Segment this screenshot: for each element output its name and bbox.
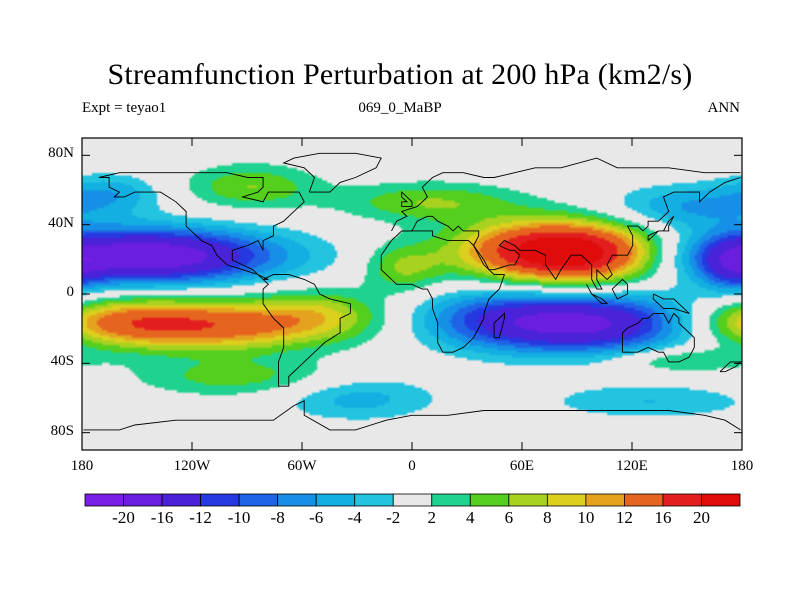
colorbar-label: 20 bbox=[692, 508, 710, 527]
x-tick-label: 0 bbox=[408, 458, 416, 474]
x-tick-label: 120E bbox=[616, 458, 648, 474]
colorbar-box bbox=[84, 493, 124, 507]
coastline-7 bbox=[83, 400, 741, 431]
chart-title: Streamfunction Perturbation at 200 hPa (… bbox=[107, 58, 693, 91]
colorbar-label: -12 bbox=[189, 508, 212, 527]
coastline-14 bbox=[719, 361, 742, 373]
x-tick-label: 180 bbox=[730, 458, 754, 474]
colorbar-box bbox=[624, 493, 664, 507]
colorbar-box bbox=[123, 493, 163, 507]
colorbar-label: 16 bbox=[654, 508, 672, 527]
colorbar-label: -8 bbox=[270, 508, 285, 527]
colorbar-label: -4 bbox=[347, 508, 362, 527]
coastline-3 bbox=[380, 230, 506, 353]
y-tick-label: 0 bbox=[66, 284, 75, 300]
x-tick-label: 180 bbox=[70, 458, 94, 474]
colorbar-box bbox=[662, 493, 702, 507]
coastline-1 bbox=[282, 152, 382, 193]
colorbar-box bbox=[315, 493, 356, 507]
case-label: 069_0_MaBP bbox=[358, 100, 442, 116]
coastline-6 bbox=[622, 312, 695, 363]
colorbar-box bbox=[238, 493, 279, 507]
y-tick-label: 80N bbox=[48, 145, 74, 162]
colorbar-label: 10 bbox=[577, 508, 595, 527]
colorbar-box bbox=[392, 493, 433, 507]
colorbar-label: -6 bbox=[309, 508, 324, 527]
coastline-5 bbox=[401, 177, 741, 290]
y-tick-label: 40N bbox=[48, 214, 74, 231]
coastline-12 bbox=[586, 284, 609, 305]
colorbar-label: 6 bbox=[504, 508, 514, 527]
colorbar-box bbox=[546, 493, 587, 507]
coastline-13 bbox=[652, 293, 690, 314]
colorbar-box bbox=[469, 493, 510, 507]
field-shading bbox=[82, 138, 742, 450]
colorbar-label: -16 bbox=[150, 508, 174, 527]
x-tick-label: 60W bbox=[287, 458, 317, 474]
colorbar-box bbox=[354, 493, 394, 507]
coastline-9 bbox=[647, 215, 675, 241]
coastline-10 bbox=[401, 191, 413, 208]
colorbar-label: -10 bbox=[227, 508, 251, 527]
x-tick-label: 60E bbox=[509, 458, 535, 474]
colorbar-box bbox=[200, 493, 240, 507]
colorbar-box bbox=[431, 493, 471, 507]
colorbar-label: -2 bbox=[386, 508, 401, 527]
colorbar-label: -20 bbox=[112, 508, 135, 527]
experiment-label: Expt = teyao1 bbox=[82, 100, 167, 116]
coastline-11 bbox=[611, 278, 629, 300]
colorbar-box bbox=[585, 493, 625, 507]
coastline-0 bbox=[98, 172, 305, 280]
y-tick-label: 40S bbox=[50, 353, 74, 370]
colorbar-box bbox=[161, 493, 201, 507]
colorbar-box bbox=[508, 493, 548, 507]
colorbar-box bbox=[701, 493, 741, 507]
coastline-4 bbox=[391, 157, 741, 232]
y-tick-label: 80S bbox=[50, 422, 74, 439]
coastline-8 bbox=[493, 312, 505, 339]
x-tick-label: 120W bbox=[173, 458, 211, 474]
colorbar-label: 4 bbox=[466, 508, 475, 527]
colorbar-label: 8 bbox=[543, 508, 552, 527]
season-label: ANN bbox=[707, 100, 741, 116]
coastline-2 bbox=[262, 274, 351, 387]
colorbar-label: 2 bbox=[427, 508, 437, 527]
colorbar-box bbox=[277, 493, 317, 507]
colorbar-label: 12 bbox=[615, 508, 633, 527]
